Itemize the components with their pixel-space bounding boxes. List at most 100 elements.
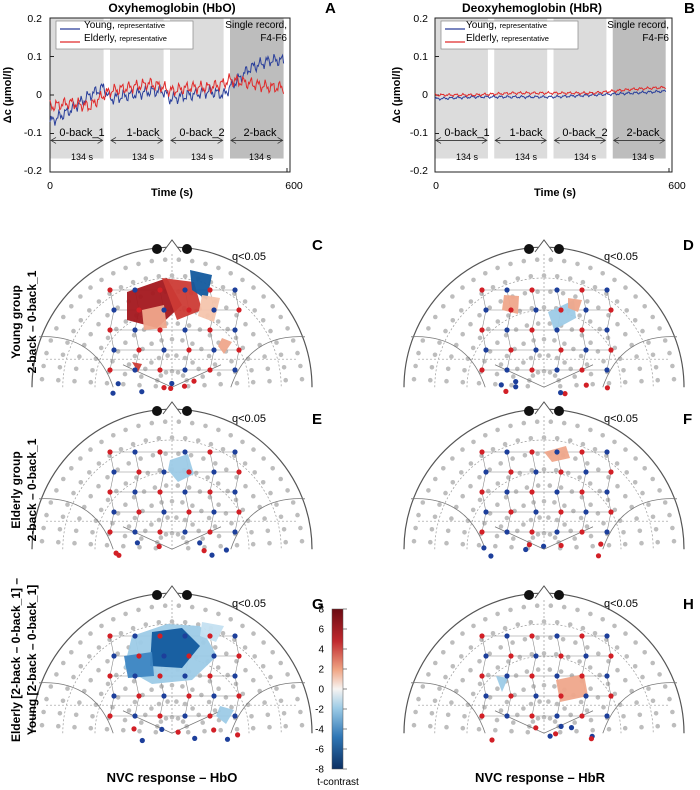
optode-e [218, 543, 223, 549]
sig-patch-h-0 [556, 674, 588, 702]
optode-d [670, 363, 675, 369]
channel-e [201, 548, 207, 554]
optode-d [588, 371, 594, 377]
fiducial-left-e [152, 406, 162, 416]
optode-c [285, 326, 290, 331]
optode-e [77, 516, 82, 521]
optode-f [547, 532, 553, 537]
optode-e [175, 483, 181, 488]
sulcus-right-c [230, 336, 306, 388]
block-label-b-4: 2-back [626, 127, 660, 139]
plot-a [49, 17, 291, 173]
optode-h [534, 603, 540, 608]
block-arrowhead-right-a-3 [217, 137, 224, 144]
channel-c [110, 390, 116, 396]
channel-f [554, 449, 560, 455]
optode-f [411, 538, 417, 544]
optode-c [220, 285, 226, 290]
optode-d [450, 294, 455, 299]
channel-g [182, 633, 188, 639]
optode-h [671, 722, 677, 728]
channel-c [161, 347, 167, 353]
optode-f [578, 515, 584, 521]
legend-young-a: Young, representative [84, 20, 165, 31]
optode-h [541, 714, 547, 720]
optode-d [655, 377, 660, 383]
optode-h [498, 645, 504, 650]
optode-d [646, 340, 651, 345]
optode-d [477, 313, 482, 318]
optode-e [193, 470, 199, 476]
optode-h [612, 691, 618, 697]
channel-g [111, 653, 117, 659]
channel-c [186, 307, 192, 313]
optode-c [60, 352, 66, 358]
optode-c [267, 378, 272, 384]
optode-g [149, 706, 154, 711]
optode-c [215, 319, 221, 324]
channel-d [579, 287, 585, 293]
channel-e [232, 489, 238, 495]
sig-patch-g-2 [124, 652, 154, 678]
optode-h [494, 717, 500, 723]
optode-h [670, 709, 675, 715]
optode-g [72, 724, 77, 730]
optode-c [225, 326, 230, 332]
channel-e [107, 489, 113, 495]
row-label-diff-1: Elderly [2-back – 0-back_1] – [9, 578, 23, 742]
optode-h [521, 604, 527, 610]
optode-d [468, 299, 474, 304]
legend-elderly-b: Elderly, representative [466, 33, 549, 44]
optode-g [268, 674, 273, 680]
optode-e [54, 488, 59, 493]
optode-h [634, 700, 639, 705]
optode-g [250, 725, 256, 731]
optode-e [162, 419, 168, 425]
optode-d [569, 327, 575, 332]
channel-g [111, 693, 117, 699]
channel-c [207, 287, 213, 293]
optode-c [169, 337, 175, 342]
fiducial-left-g [152, 590, 162, 600]
channel-g [132, 673, 138, 679]
optode-g [176, 603, 182, 608]
sulcus-right-d [602, 336, 678, 388]
optode-g [220, 631, 226, 636]
optode-d [449, 354, 454, 359]
channel-f [479, 449, 485, 455]
optode-f [642, 466, 647, 471]
optode-d [634, 354, 639, 359]
optode-f [530, 535, 536, 540]
optode-d [541, 337, 547, 342]
optode-h [621, 714, 626, 719]
channel-d [583, 347, 589, 353]
optode-e [141, 489, 147, 494]
optode-e [136, 423, 141, 429]
optode-c [180, 338, 185, 343]
channel-h [529, 713, 535, 719]
optode-h [640, 674, 645, 680]
ytick-b-4: -0.2 [410, 165, 428, 177]
channel-g [236, 653, 242, 659]
channel-f [504, 529, 510, 535]
optode-f [546, 515, 551, 520]
channel-h [588, 736, 595, 742]
optode-c [234, 380, 240, 386]
optode-e [61, 476, 66, 482]
optode-f [522, 453, 528, 458]
optode-e [252, 470, 257, 475]
optode-h [548, 635, 553, 640]
nose-f [534, 401, 554, 415]
sig-patch-g-3 [200, 622, 224, 642]
channel-f [504, 449, 510, 455]
channel-h [604, 633, 610, 639]
optode-g [165, 699, 170, 704]
q-label-h: q<0.05 [604, 598, 638, 610]
optode-c [196, 366, 201, 372]
optode-h [578, 699, 584, 705]
sig-patch-c-6 [132, 362, 142, 372]
optode-c [180, 373, 186, 378]
optode-d [662, 338, 668, 343]
optode-f [450, 456, 455, 461]
optode-g [121, 727, 126, 733]
